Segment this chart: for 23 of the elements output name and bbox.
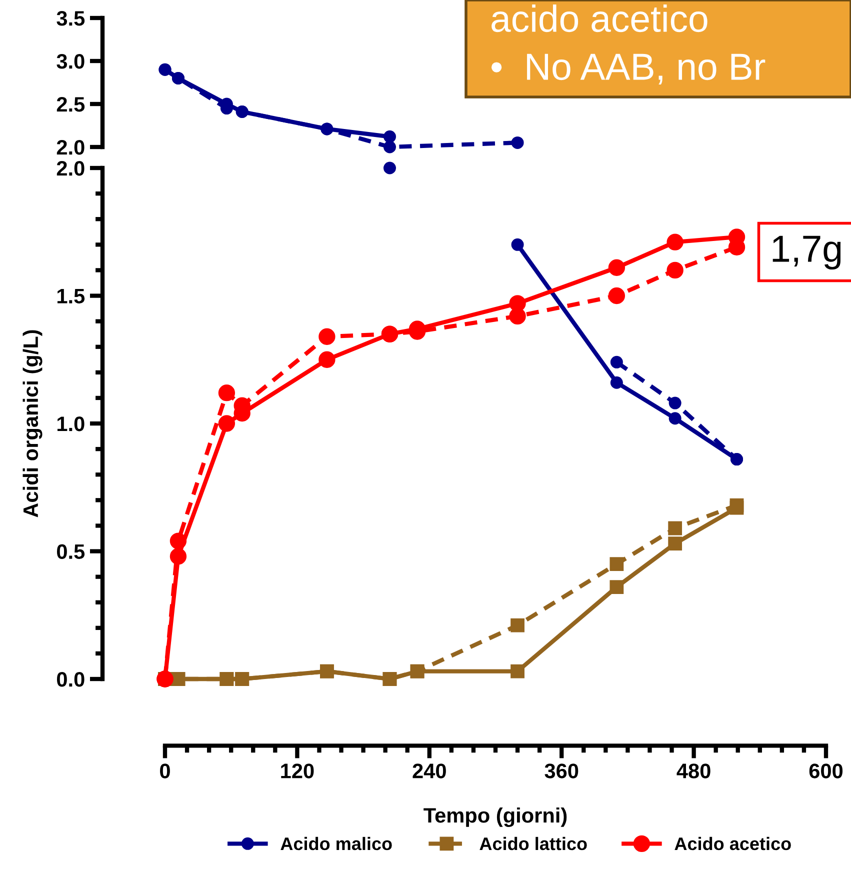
- legend-label: Acido lattico: [480, 836, 587, 850]
- legend-label: Acido acetico: [674, 836, 791, 850]
- annotation: 1,7g: [772, 236, 841, 270]
- legend-label: Acido malico: [280, 836, 392, 850]
- x-tick-label: 0: [160, 764, 170, 778]
- x-tick-label: 240: [412, 764, 446, 778]
- x-tick-label: 120: [281, 764, 314, 778]
- y-tick-label: 1.5: [57, 288, 85, 304]
- y-tick-label: 1.0: [57, 416, 84, 432]
- x-tick-label: 360: [544, 764, 578, 778]
- y-tick-label: 0.0: [57, 672, 84, 687]
- y-axis-title: Acidi organici (g/L): [22, 330, 42, 518]
- x-tick-label: 480: [676, 764, 710, 778]
- annotation: • No AAB, no Br: [491, 54, 766, 84]
- x-axis-title: Tempo (giorni): [424, 807, 567, 827]
- y-tick-label: 0.5: [57, 544, 85, 560]
- y-tick-label: 2.5: [56, 97, 85, 112]
- y-tick-label: 2.0: [56, 140, 84, 155]
- x-tick-label: 600: [809, 764, 843, 778]
- y-tick-label: 3.5: [56, 11, 85, 26]
- y-tick-label: 2.0: [56, 161, 84, 176]
- annotation: acido acetico: [492, 4, 708, 32]
- y-tick-label: 3.0: [56, 54, 84, 69]
